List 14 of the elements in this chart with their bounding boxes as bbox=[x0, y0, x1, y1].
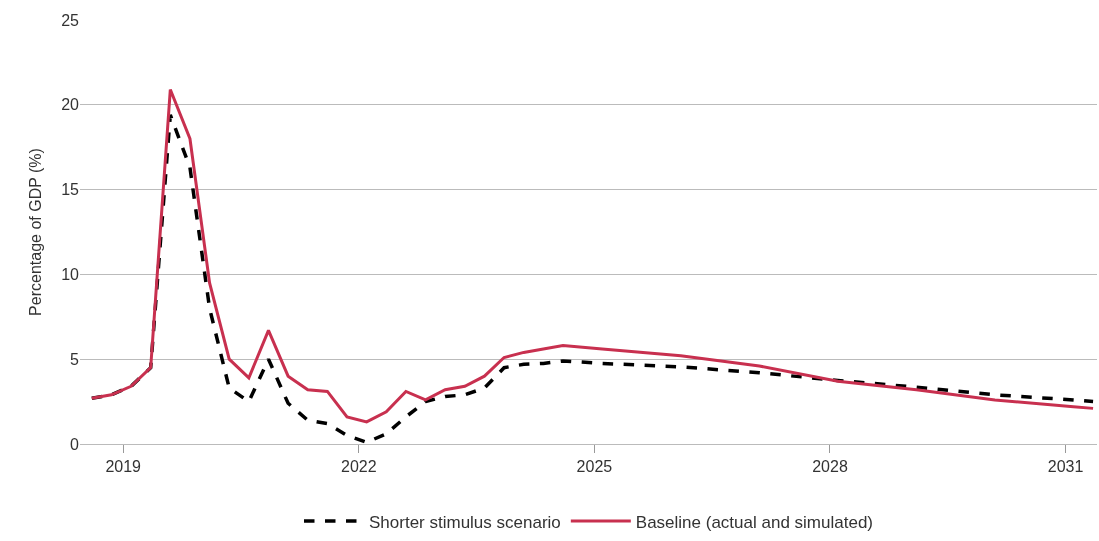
y-tick-label: 20 bbox=[61, 96, 80, 114]
y-tick-label: 10 bbox=[61, 266, 80, 283]
y-tick-label: 25 bbox=[61, 11, 80, 29]
x-tick-label: 2022 bbox=[340, 458, 377, 476]
legend-label: Baseline (actual and simulated) bbox=[635, 512, 873, 532]
x-tick-label: 2025 bbox=[576, 458, 613, 476]
y-tick-label: 0 bbox=[70, 435, 80, 453]
legend-label: Shorter stimulus scenario bbox=[369, 512, 561, 532]
x-tick-label: 2031 bbox=[1047, 458, 1084, 476]
x-tick-label: 2028 bbox=[812, 458, 848, 476]
y-axis-title: Percentage of GDP (%) bbox=[27, 148, 45, 316]
y-tick-label: 15 bbox=[61, 181, 80, 199]
y-tick-label: 5 bbox=[70, 350, 80, 368]
x-tick-label: 2019 bbox=[105, 458, 142, 476]
